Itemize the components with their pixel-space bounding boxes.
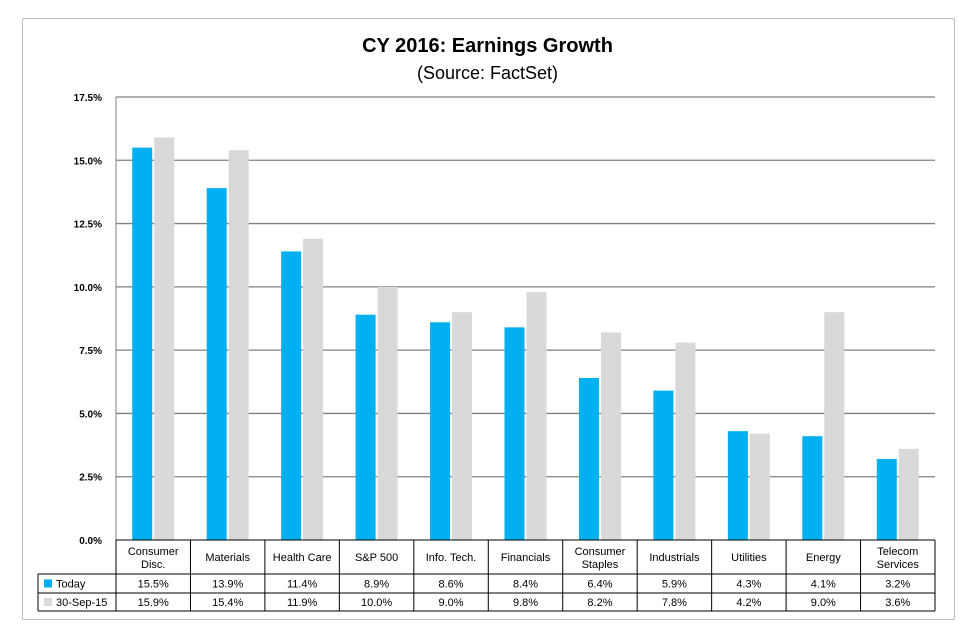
bar-sep15 bbox=[749, 433, 770, 540]
x-category-label: Industrials bbox=[649, 552, 700, 564]
y-tick-label: 5.0% bbox=[79, 409, 102, 420]
legend-swatch bbox=[44, 598, 52, 606]
bar-today bbox=[653, 390, 674, 540]
data-label: 15.5% bbox=[138, 579, 169, 591]
data-label: 3.6% bbox=[885, 597, 910, 609]
x-category-label: Info. Tech. bbox=[426, 552, 477, 564]
bar-sep15 bbox=[675, 342, 696, 540]
data-label: 3.2% bbox=[885, 579, 910, 591]
bar-today bbox=[578, 377, 599, 540]
bar-sep15 bbox=[154, 137, 175, 540]
bar-today bbox=[504, 327, 525, 540]
bar-today bbox=[132, 147, 153, 540]
y-tick-label: 7.5% bbox=[79, 346, 102, 357]
bar-today bbox=[802, 436, 823, 540]
data-label: 5.9% bbox=[662, 579, 687, 591]
data-label: 8.2% bbox=[587, 597, 612, 609]
data-label: 10.0% bbox=[361, 597, 392, 609]
data-label: 15.9% bbox=[138, 597, 169, 609]
x-category-label: Energy bbox=[806, 552, 841, 564]
chart-subtitle: (Source: FactSet) bbox=[416, 63, 559, 83]
legend-label: 30-Sep-15 bbox=[56, 597, 107, 609]
x-category-label: Consumer bbox=[128, 546, 179, 558]
x-category-label: S&P 500 bbox=[355, 552, 398, 564]
y-tick-label: 12.5% bbox=[74, 220, 102, 231]
data-label: 4.2% bbox=[736, 597, 761, 609]
data-label: 11.9% bbox=[287, 597, 318, 609]
bar-sep15 bbox=[526, 291, 547, 540]
x-category-label: Services bbox=[877, 559, 920, 571]
y-tick-label: 15.0% bbox=[74, 156, 102, 167]
data-label: 4.1% bbox=[811, 579, 836, 591]
legend-swatch bbox=[44, 579, 52, 588]
data-label: 8.6% bbox=[439, 579, 464, 591]
bar-sep15 bbox=[228, 150, 249, 540]
bar-today bbox=[355, 314, 376, 540]
data-label: 4.3% bbox=[736, 579, 761, 591]
data-label: 11.4% bbox=[287, 579, 318, 591]
x-category-label: Telecom bbox=[877, 546, 918, 558]
y-tick-label: 17.5% bbox=[74, 93, 102, 104]
data-label: 15.4% bbox=[212, 597, 243, 609]
data-label: 8.4% bbox=[513, 579, 538, 591]
y-tick-label: 2.5% bbox=[79, 473, 102, 484]
data-label: 6.4% bbox=[587, 579, 612, 591]
bar-sep15 bbox=[600, 332, 621, 540]
bar-sep15 bbox=[452, 312, 473, 540]
bar-sep15 bbox=[377, 286, 398, 540]
bar-sep15 bbox=[303, 238, 324, 540]
x-category-label: Financials bbox=[501, 552, 551, 564]
y-tick-label: 10.0% bbox=[74, 283, 102, 294]
data-label: 9.0% bbox=[439, 597, 464, 609]
legend-label: Today bbox=[56, 579, 86, 591]
x-category-label: Staples bbox=[582, 559, 619, 571]
x-category-label: Utilities bbox=[731, 552, 767, 564]
chart-title: CY 2016: Earnings Growth bbox=[362, 35, 613, 57]
bar-today bbox=[206, 188, 227, 541]
bar-today bbox=[281, 251, 302, 540]
chart-frame bbox=[22, 18, 955, 620]
bar-today bbox=[430, 322, 451, 540]
data-label: 9.0% bbox=[811, 597, 836, 609]
bar-sep15 bbox=[898, 448, 919, 540]
data-label: 8.9% bbox=[364, 579, 389, 591]
bar-today bbox=[876, 458, 897, 540]
bar-sep15 bbox=[824, 312, 845, 540]
x-category-label: Consumer bbox=[575, 546, 626, 558]
data-label: 13.9% bbox=[212, 579, 243, 591]
x-category-label: Health Care bbox=[273, 552, 332, 564]
y-tick-label: 0.0% bbox=[79, 536, 102, 547]
data-label: 7.8% bbox=[662, 597, 687, 609]
bar-today bbox=[727, 431, 748, 540]
data-label: 9.8% bbox=[513, 597, 538, 609]
x-category-label: Materials bbox=[205, 552, 250, 564]
x-category-label: Disc. bbox=[141, 559, 165, 571]
